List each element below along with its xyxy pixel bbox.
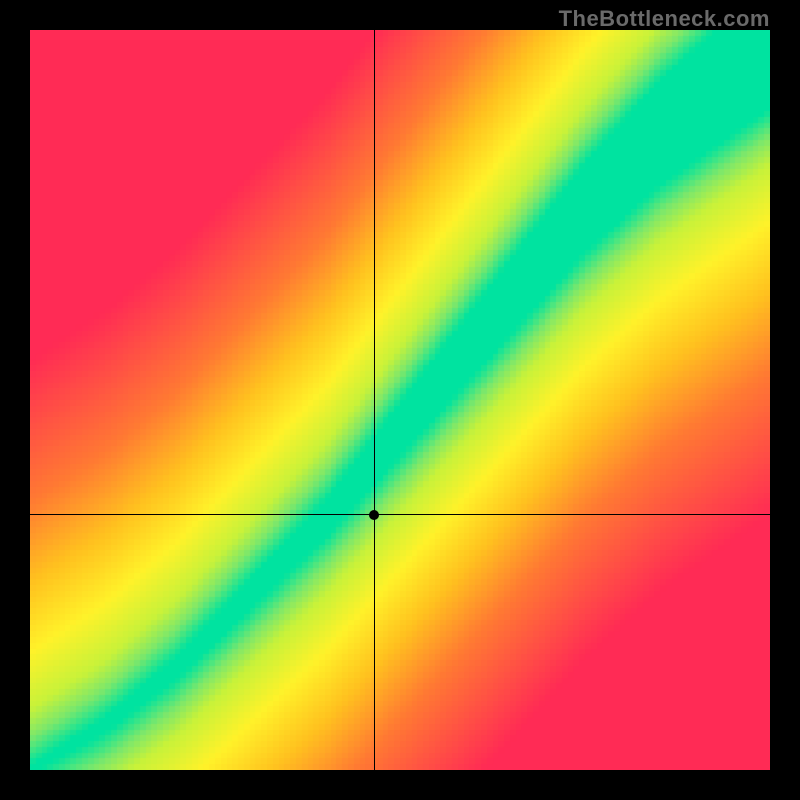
crosshair-horizontal <box>30 514 770 515</box>
crosshair-vertical <box>374 30 375 770</box>
crosshair-marker <box>369 510 379 520</box>
bottleneck-heatmap <box>30 30 770 770</box>
watermark-text: TheBottleneck.com <box>559 6 770 32</box>
chart-frame: TheBottleneck.com <box>0 0 800 800</box>
